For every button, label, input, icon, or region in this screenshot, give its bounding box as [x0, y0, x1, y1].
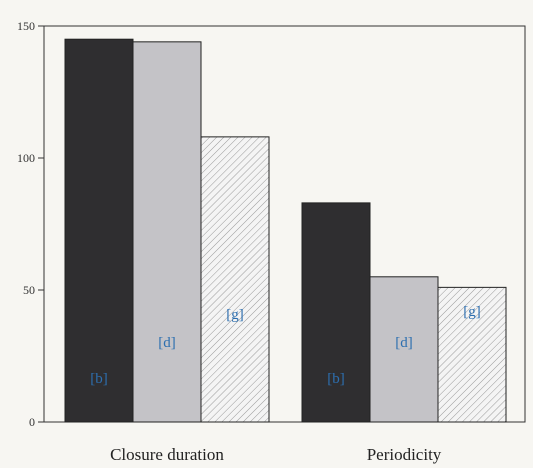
- bar: [301, 202, 371, 423]
- y-tick-label: 0: [29, 415, 35, 429]
- y-tick-label: 150: [17, 19, 35, 33]
- y-tick-label: 50: [23, 283, 35, 297]
- bar-label: [b]: [327, 371, 345, 387]
- bar: [200, 136, 270, 423]
- bar-label: [g]: [463, 304, 481, 320]
- bar: [132, 41, 202, 423]
- bar: [369, 276, 439, 423]
- bar: [64, 38, 134, 423]
- bar-label: [d]: [158, 335, 176, 351]
- plot-frame: [43, 25, 526, 423]
- x-category-label: Closure duration: [110, 445, 224, 464]
- x-category-label: Periodicity: [367, 445, 442, 464]
- bar-label: [g]: [226, 307, 244, 323]
- bar-label: [b]: [90, 371, 108, 387]
- y-tick-label: 100: [17, 151, 35, 165]
- bar-label: [d]: [395, 335, 413, 351]
- bar: [437, 286, 507, 423]
